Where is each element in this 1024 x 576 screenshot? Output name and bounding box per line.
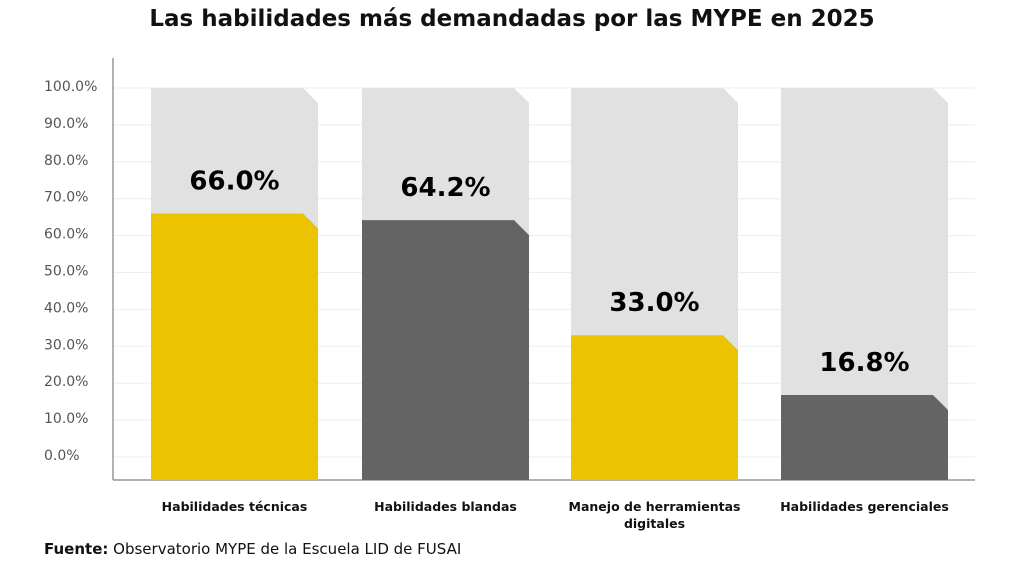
- y-tick-label: 60.0%: [44, 227, 88, 243]
- bar: [571, 335, 738, 480]
- data-label: 66.0%: [189, 166, 279, 196]
- y-tick-label: 90.0%: [44, 116, 88, 132]
- bar: [151, 213, 318, 480]
- x-tick-label: Habilidades blandas: [374, 499, 517, 514]
- y-tick-label: 50.0%: [44, 264, 88, 280]
- bar: [781, 395, 948, 480]
- x-tick-label: Habilidades técnicas: [162, 499, 308, 514]
- y-tick-label: 40.0%: [44, 300, 88, 316]
- data-label: 33.0%: [609, 288, 699, 318]
- chart-title: Las habilidades más demandadas por las M…: [149, 6, 875, 32]
- x-tick-label: Manejo de herramientas digitales: [569, 499, 741, 531]
- source-text: Observatorio MYPE de la Escuela LID de F…: [113, 540, 462, 558]
- bar-background: [781, 88, 948, 480]
- y-tick-label: 0.0%: [44, 448, 80, 464]
- bar: [362, 220, 529, 481]
- y-tick-label: 20.0%: [44, 374, 88, 390]
- y-tick-label: 10.0%: [44, 411, 88, 427]
- y-tick-label: 80.0%: [44, 153, 88, 169]
- y-tick-label: 70.0%: [44, 190, 88, 206]
- y-tick-label: 30.0%: [44, 337, 88, 353]
- data-label: 64.2%: [400, 173, 490, 203]
- source-note: Fuente: Observatorio MYPE de la Escuela …: [44, 540, 461, 558]
- y-tick-label: 100.0%: [44, 79, 97, 95]
- x-tick-label: Habilidades gerenciales: [780, 499, 949, 514]
- data-label: 16.8%: [819, 348, 909, 378]
- source-label: Fuente:: [44, 540, 109, 558]
